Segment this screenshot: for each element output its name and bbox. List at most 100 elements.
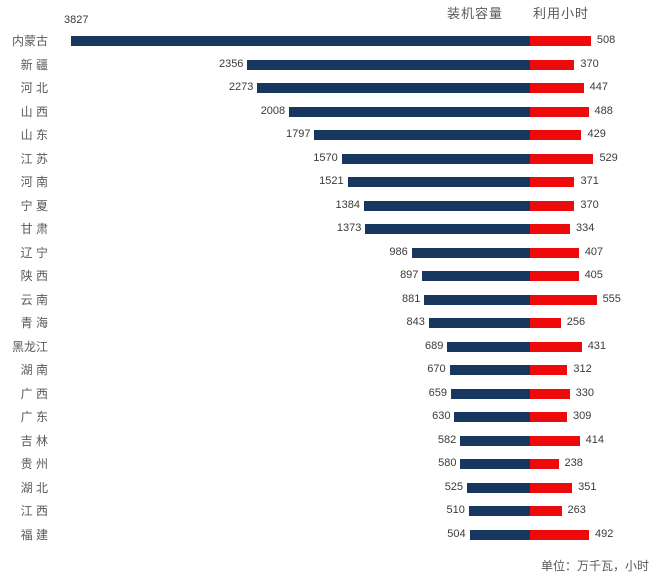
category-label: 福 建 — [20, 527, 48, 542]
hours-value-label: 238 — [564, 457, 583, 469]
category-label: 青 海 — [20, 316, 48, 330]
capacity-value-label: 582 — [437, 433, 457, 446]
hours-bar — [530, 83, 584, 93]
capacity-value-label: 1373 — [336, 222, 362, 234]
hours-bar — [530, 318, 561, 328]
category-label: 河 南 — [20, 175, 48, 189]
category-label: 新 疆 — [20, 57, 48, 72]
hours-bar — [530, 294, 597, 305]
hours-value-label: 334 — [576, 222, 595, 234]
category-label: 内蒙古 — [11, 34, 48, 48]
hours-bar — [530, 36, 591, 46]
hours-value-label: 312 — [573, 363, 592, 375]
hours-bar — [530, 459, 559, 469]
category-label: 云 南 — [20, 292, 48, 307]
category-label: 甘 肃 — [20, 222, 48, 236]
category-label: 陕 西 — [20, 269, 48, 283]
capacity-bar — [347, 177, 530, 187]
category-label: 江 西 — [20, 504, 48, 518]
hours-bar — [530, 177, 575, 187]
hours-value-label: 351 — [578, 480, 597, 493]
hours-value-label: 309 — [573, 410, 592, 422]
capacity-bar — [422, 271, 530, 281]
capacity-bar — [449, 365, 530, 375]
hours-bar — [530, 200, 575, 211]
hours-bar — [530, 341, 582, 352]
category-label: 山 东 — [20, 128, 48, 142]
capacity-value-label: 630 — [432, 410, 451, 422]
hours-value-label: 414 — [585, 433, 604, 446]
capacity-value-label: 670 — [427, 363, 446, 375]
capacity-bar — [289, 106, 530, 117]
hours-value-label: 431 — [587, 339, 607, 352]
category-label: 湖 南 — [20, 363, 48, 377]
hours-bar — [530, 247, 579, 258]
capacity-value-label: 3827 — [64, 14, 89, 26]
category-label: 贵 州 — [20, 457, 48, 471]
capacity-bar — [468, 506, 530, 516]
capacity-bar — [428, 318, 530, 328]
hours-value-label: 405 — [584, 269, 603, 281]
capacity-bar — [247, 59, 530, 70]
category-label: 宁 夏 — [20, 198, 48, 213]
capacity-value-label: 1384 — [335, 198, 361, 211]
hours-value-label: 447 — [589, 81, 608, 93]
hours-value-label: 263 — [567, 504, 586, 516]
category-label: 广 东 — [20, 410, 48, 424]
capacity-bar — [411, 247, 530, 258]
capacity-bar — [314, 130, 530, 140]
capacity-bar — [341, 153, 530, 164]
category-label: 山 西 — [20, 104, 48, 119]
hours-bar — [530, 412, 568, 422]
hours-value-label: 429 — [587, 128, 606, 140]
capacity-value-label: 897 — [400, 269, 419, 281]
hours-value-label: 370 — [580, 57, 599, 70]
capacity-bar — [450, 388, 530, 399]
capacity-value-label: 2273 — [228, 81, 254, 93]
category-label: 辽 宁 — [20, 245, 48, 260]
capacity-bar — [257, 83, 530, 93]
capacity-value-label: 881 — [401, 292, 421, 305]
capacity-value-label: 510 — [446, 504, 465, 516]
hours-bar — [530, 482, 573, 493]
capacity-value-label: 504 — [447, 527, 466, 540]
capacity-bar — [424, 294, 530, 305]
hours-bar — [530, 435, 580, 446]
capacity-value-label: 986 — [389, 245, 408, 258]
capacity-value-label: 1570 — [313, 151, 338, 164]
hours-value-label: 407 — [584, 245, 604, 258]
hours-value-label: 555 — [602, 292, 621, 305]
hours-value-label: 492 — [595, 527, 614, 540]
capacity-value-label: 843 — [406, 316, 425, 328]
hours-bar — [530, 529, 589, 540]
category-label: 黑龙江 — [11, 339, 48, 354]
hours-bar — [530, 388, 570, 399]
hours-bar — [530, 224, 571, 234]
legend-hours-label: 利用小时 — [533, 6, 590, 21]
capacity-value-label: 1797 — [286, 128, 311, 140]
hours-bar — [530, 106, 589, 117]
capacity-bar — [365, 224, 530, 234]
capacity-bar — [467, 482, 530, 493]
capacity-bar — [71, 36, 530, 46]
capacity-value-label: 689 — [425, 339, 444, 352]
hours-value-label: 508 — [596, 34, 616, 46]
capacity-value-label: 2008 — [260, 104, 286, 117]
category-label: 吉 林 — [20, 433, 48, 448]
capacity-bar — [364, 200, 530, 211]
capacity-value-label: 525 — [444, 480, 464, 493]
capacity-bar — [469, 529, 530, 540]
hours-bar — [530, 365, 568, 375]
capacity-value-label: 659 — [428, 386, 447, 399]
capacity-value-label: 1521 — [319, 175, 344, 187]
hours-bar — [530, 130, 582, 140]
category-label: 江 苏 — [20, 151, 48, 166]
legend-capacity-label: 装机容量 — [447, 6, 504, 21]
capacity-value-label: 580 — [438, 457, 457, 469]
hours-bar — [530, 506, 562, 516]
hours-value-label: 488 — [594, 104, 613, 117]
capacity-bar — [460, 459, 530, 469]
hours-value-label: 370 — [580, 198, 599, 211]
category-label: 湖 北 — [20, 480, 48, 495]
